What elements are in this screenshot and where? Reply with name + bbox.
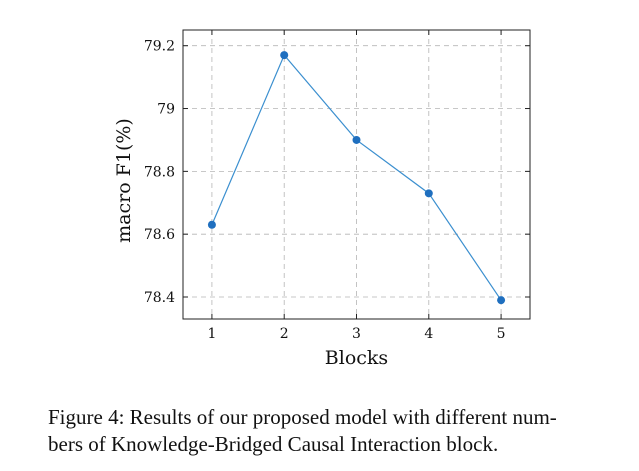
x-tick-label-0: 1: [207, 326, 216, 342]
data-point-5: [497, 296, 506, 305]
y-tick-label-1: 78.6: [144, 227, 175, 243]
grid-lines: [183, 30, 530, 319]
data-point-4: [424, 189, 433, 198]
y-tick-labels: 78.4 78.6 78.8 79 79.2: [144, 39, 175, 306]
axis-ticks: [183, 30, 530, 319]
y-tick-label-2: 78.8: [144, 164, 175, 180]
y-tick-label-4: 79.2: [144, 39, 175, 55]
y-tick-label-3: 79: [157, 102, 175, 118]
x-tick-labels: 1 2 3 4 5: [207, 326, 505, 342]
y-tick-label-0: 78.4: [144, 290, 175, 306]
x-tick-label-1: 2: [280, 326, 289, 342]
x-tick-label-2: 3: [352, 326, 361, 342]
caption-line-2: bers of Knowledge-Bridged Causal Interac…: [48, 432, 499, 456]
data-point-2: [280, 51, 289, 60]
y-axis-label: macro F1(%): [113, 118, 135, 243]
line-chart: 78.4 78.6 78.8 79 79.2 1 2 3 4 5 Blocks macro F1…: [113, 29, 531, 369]
data-points: [207, 51, 506, 305]
data-point-3: [352, 135, 361, 144]
data-point-1: [207, 220, 216, 229]
caption-line-1: Figure 4: Results of our proposed model …: [48, 405, 557, 429]
x-tick-label-4: 5: [497, 326, 506, 342]
figure-caption: Figure 4: Results of our proposed model …: [48, 404, 608, 458]
x-axis-label: Blocks: [325, 347, 388, 369]
x-tick-label-3: 4: [424, 326, 433, 342]
